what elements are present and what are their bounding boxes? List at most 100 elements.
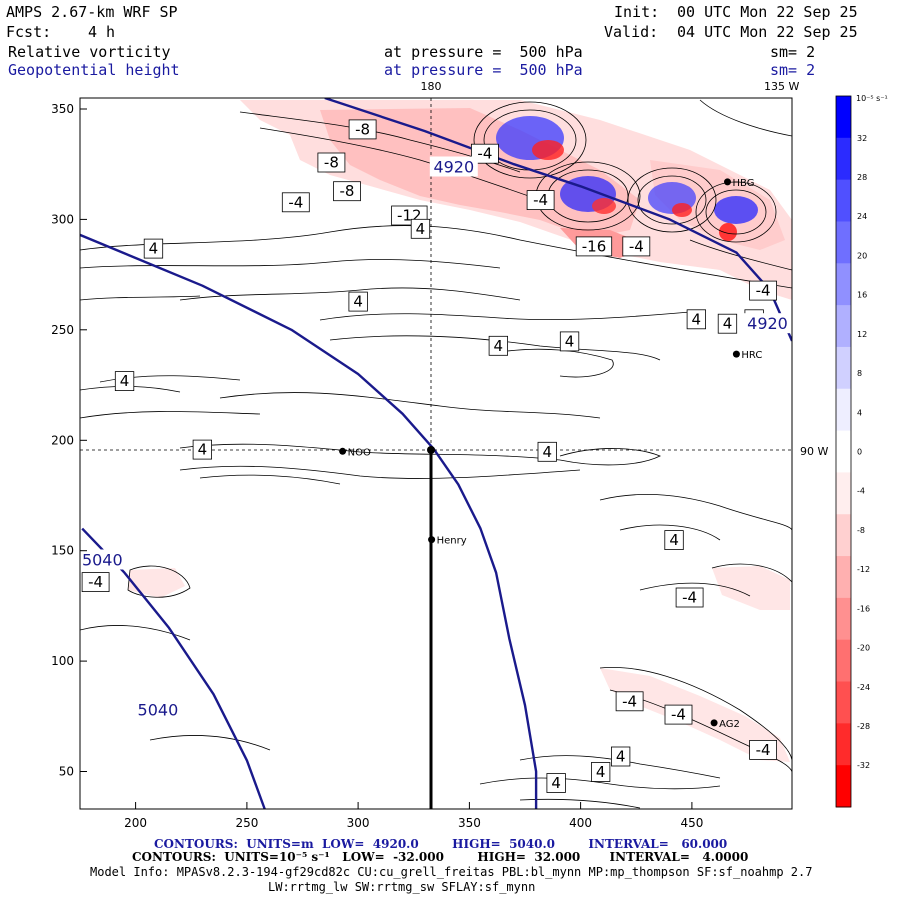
colorbar-swatch-7: [836, 388, 851, 432]
vorticity-label-28: 4: [591, 762, 611, 782]
footer-physics-info: LW:rrtmg_lw SW:rrtmg_sw SFLAY:sf_mynn: [268, 880, 536, 894]
vort-shade-sw: [128, 568, 185, 598]
valid-label: Valid:: [604, 23, 659, 41]
vorticity-label-box: [559, 331, 580, 352]
vorticity-label-box: [410, 218, 431, 239]
init-label: Init:: [614, 3, 660, 21]
height-label-1: 4920: [747, 314, 788, 333]
vorticity-label-16: 4: [717, 313, 738, 334]
crosshair-point: [427, 446, 435, 454]
vorticity-label-text: -16: [582, 237, 607, 255]
colorbar-tick-12: -16: [857, 604, 870, 613]
vorticity-label-box: [749, 280, 777, 301]
footer-height-contours: CONTOURS: UNITS=m LOW= 4920.0 HIGH= 5040…: [154, 837, 728, 851]
x-tick-label-350: 350: [458, 816, 481, 830]
vorticity-label-box: [488, 335, 509, 356]
field1-smooth: sm= 2: [770, 43, 816, 61]
vorticity-label-22: -4: [81, 572, 110, 592]
vorticity-label-21: 4: [664, 530, 684, 550]
vorticity-label-box: [664, 704, 693, 725]
vorticity-label-11: 4: [410, 218, 431, 239]
init-time: 00 UTC Mon 22 Sep 25: [677, 3, 858, 21]
vorticity-label-20: 4: [537, 441, 557, 462]
vorticity-label-text: 4: [120, 372, 130, 390]
vorticity-label-text: 4: [543, 443, 553, 461]
colorbar-tick-9: -4: [857, 487, 865, 496]
vorticity-label-text: -4: [682, 589, 697, 607]
y-tick-label-150: 150: [51, 544, 74, 558]
colorbar-tick-14: -24: [857, 683, 870, 692]
vorticity-label-box: [470, 143, 499, 164]
station-marker: [428, 536, 436, 544]
vorticity-label-text: -4: [622, 692, 637, 710]
colorbar-tick-2: 24: [857, 212, 867, 221]
vorticity-label-text: -4: [756, 741, 771, 759]
vorticity-label-3: -4: [281, 192, 310, 213]
colorbar-tick-0: 32: [857, 134, 867, 143]
vorticity-label-text: 4: [692, 310, 702, 328]
field1-level: at pressure = 500 hPa: [384, 43, 583, 61]
y-tick-label-50: 50: [59, 765, 74, 779]
vorticity-label-box: [611, 746, 631, 767]
station-label-noo: NOO: [348, 447, 371, 458]
vorticity-label-19: 4: [192, 439, 213, 460]
station-marker: [710, 719, 718, 727]
x-tick-label-200: 200: [124, 816, 147, 830]
vorticity-label-9: -4: [749, 280, 777, 301]
vort-shade-north-inner: [320, 108, 640, 238]
vorticity-label-13: 4: [488, 335, 509, 356]
colorbar-swatch-0: [836, 96, 851, 139]
vorticity-label-text: -4: [629, 237, 644, 255]
vort-shade-se2: [712, 566, 790, 610]
vorticity-label-18: 4: [114, 371, 135, 392]
station-marker: [724, 178, 731, 186]
vorticity-label-text: -4: [477, 145, 492, 163]
colorbar-swatch-16: [836, 765, 851, 808]
vorticity-label-8: -4: [622, 236, 651, 257]
colorbar-tick-16: -32: [857, 761, 870, 770]
x-tick-label-450: 450: [680, 816, 703, 830]
height-label-bg: [429, 156, 478, 177]
plot-frame: [79, 97, 793, 810]
vorticity-label-box: [192, 439, 213, 460]
colorbar-unit-label: 10⁻⁵ s⁻¹: [856, 94, 888, 103]
field1-name: Relative vorticity: [8, 43, 171, 61]
vorticity-label-box: [526, 190, 555, 211]
footer-model-info: Model Info: MPASv8.2.3-194-gf29cd82c CU:…: [90, 865, 813, 879]
field2-level: at pressure = 500 hPa: [384, 61, 583, 79]
station-label-hbg: HBG: [733, 178, 755, 189]
vorticity-labels: -8-8-8-4-4-12-4-16-4-4444444444444-4-4-4…: [81, 119, 777, 793]
vorticity-label-4: -4: [470, 143, 499, 164]
colorbar-swatch-4: [836, 263, 851, 306]
vorticity-label-text: -8: [324, 154, 339, 172]
colorbar-swatch-10: [836, 514, 851, 557]
vorticity-label-text: -4: [288, 193, 303, 211]
y-tick-label-250: 250: [51, 323, 74, 337]
vorticity-label-text: 4: [494, 337, 504, 355]
vorticity-label-27: 4: [611, 746, 631, 767]
vorticity-label-box: [546, 773, 566, 793]
lon-label-180: 180: [421, 80, 442, 93]
vorticity-label-text: 4: [551, 774, 561, 792]
lon-label-135w: 135 W: [764, 80, 799, 93]
x-tick-label-250: 250: [235, 816, 258, 830]
height-labels: 4920 4920 5040 5040: [78, 156, 792, 720]
field2-name: Geopotential height: [8, 61, 180, 79]
y-tick-label-300: 300: [51, 212, 74, 226]
vorticity-label-10: 4: [143, 238, 164, 259]
x-axis: 200 250 300 350 400 450: [124, 802, 703, 830]
height-contour-5040-0: [80, 233, 538, 809]
vorticity-label-box: [281, 192, 310, 213]
station-label-hrc: HRC: [741, 350, 762, 361]
colorbar-swatch-5: [836, 305, 851, 348]
height-label-bg: [78, 549, 127, 570]
colorbar-swatch-1: [836, 137, 851, 181]
height-label-0: 4920: [433, 158, 474, 177]
vorticity-label-box: [622, 236, 651, 257]
colorbar-swatch-12: [836, 597, 851, 641]
vorticity-label-text: 4: [596, 763, 606, 781]
valid-time: 04 UTC Mon 22 Sep 25: [677, 23, 858, 41]
colorbar-tick-4: 16: [857, 291, 867, 300]
height-label-bg: [743, 313, 792, 334]
